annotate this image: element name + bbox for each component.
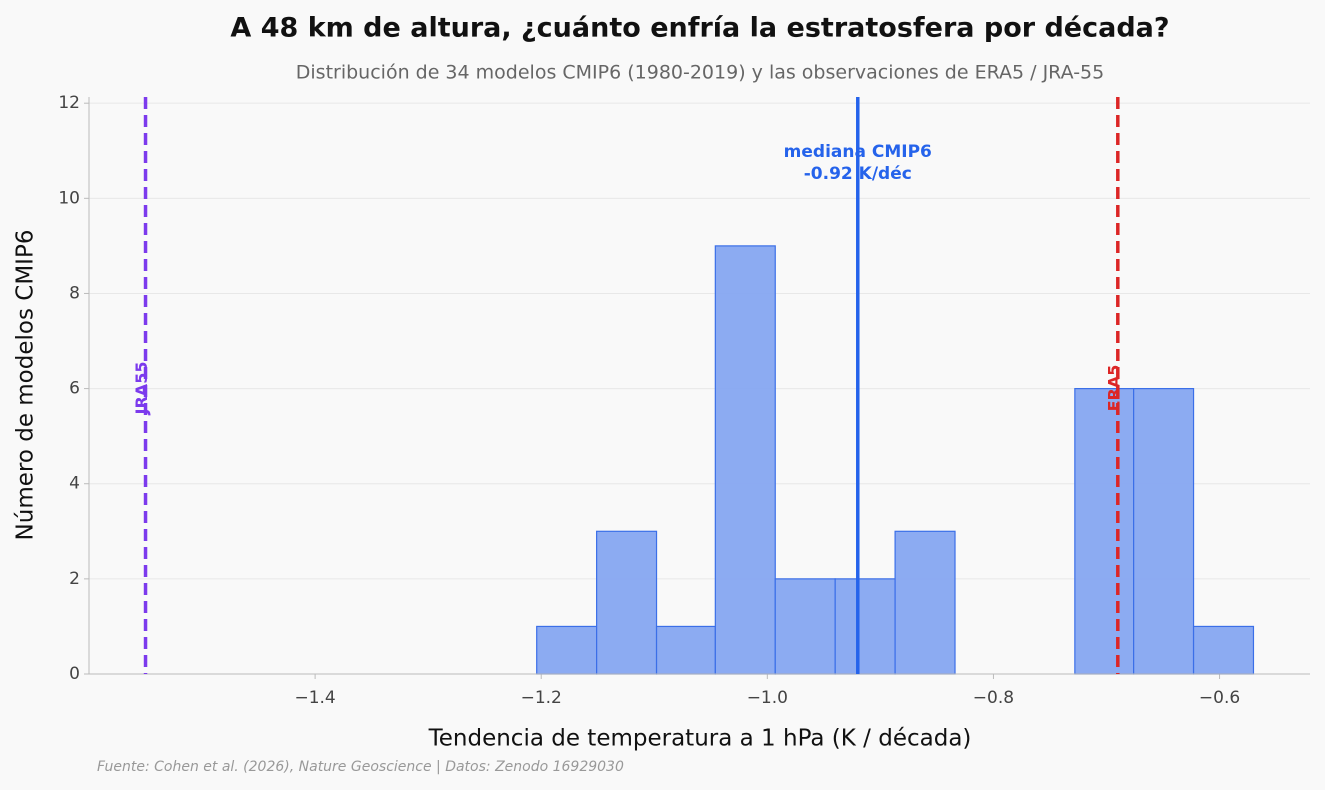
bar: [596, 530, 658, 675]
x-tick-label: −1.4: [294, 688, 335, 708]
bar: [714, 245, 776, 675]
bar: [1074, 387, 1135, 675]
y-axis-label: Número de modelos CMIP6: [13, 230, 39, 541]
reference-label: JRA55: [132, 362, 151, 416]
x-tick-label: −1.2: [521, 688, 562, 708]
y-tick-label: 2: [69, 569, 80, 589]
median-value-label: -0.92 K/déc: [804, 164, 912, 184]
bar: [1133, 387, 1195, 675]
x-axis-label: Tendencia de temperatura a 1 hPa (K / dé…: [428, 726, 972, 752]
x-tick-label: −0.6: [1199, 688, 1240, 708]
bar: [774, 578, 836, 675]
y-tick-label: 6: [69, 379, 80, 399]
x-tick-label: −1.0: [747, 688, 788, 708]
bar: [894, 530, 956, 675]
bar: [536, 625, 598, 675]
y-tick-label: 12: [58, 93, 80, 113]
y-tick-label: 4: [69, 474, 80, 494]
reference-label: ERA5: [1104, 365, 1123, 412]
y-tick-label: 0: [69, 664, 80, 684]
bar: [655, 625, 716, 675]
bar: [1192, 625, 1255, 675]
chart-subtitle: Distribución de 34 modelos CMIP6 (1980-2…: [296, 62, 1104, 84]
source-note: Fuente: Cohen et al. (2026), Nature Geos…: [97, 759, 624, 775]
x-tick-label: −0.8: [973, 688, 1014, 708]
chart-title: A 48 km de altura, ¿cuánto enfría la est…: [230, 13, 1169, 44]
median-label: mediana CMIP6: [784, 142, 932, 162]
bar: [834, 578, 896, 675]
y-tick-label: 8: [69, 283, 80, 303]
y-tick-label: 10: [58, 188, 80, 208]
